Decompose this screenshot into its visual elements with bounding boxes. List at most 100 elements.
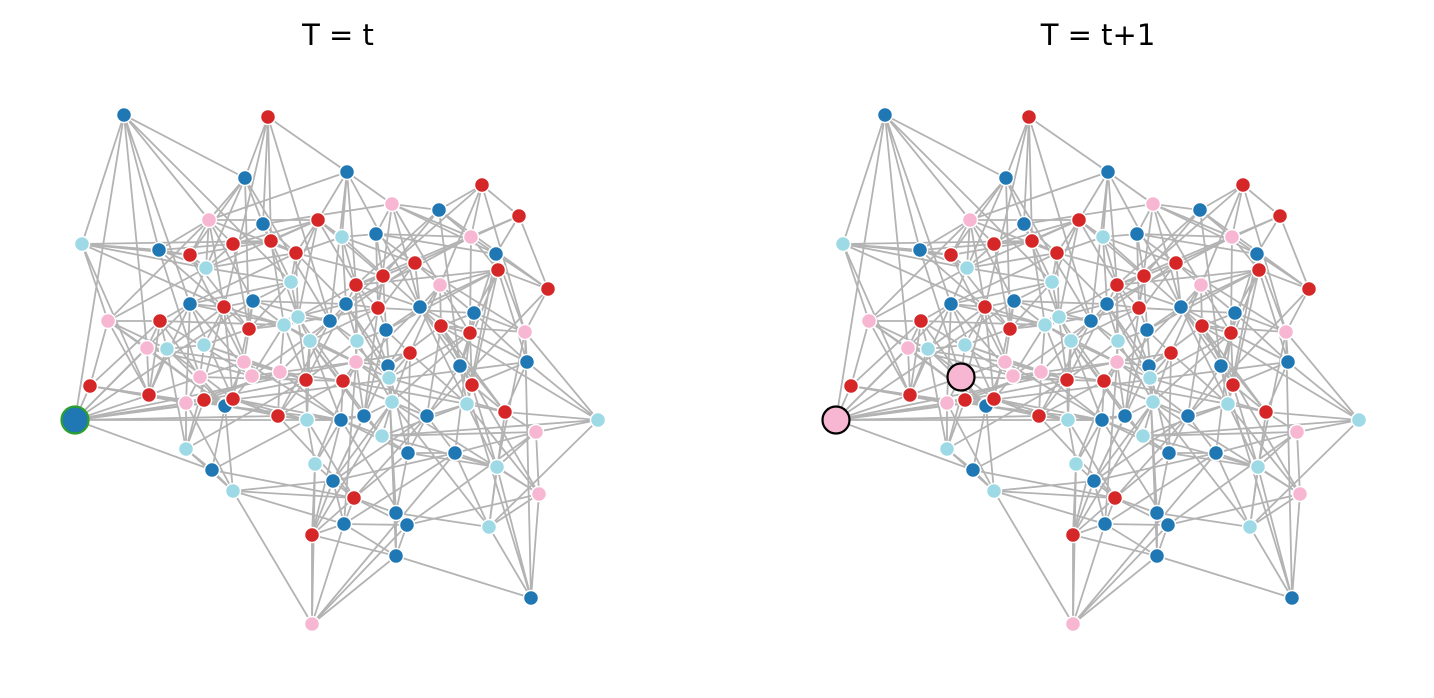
node	[240, 320, 258, 338]
edge	[382, 209, 440, 277]
node	[530, 485, 548, 503]
edge	[391, 203, 472, 238]
node	[1141, 369, 1159, 387]
edge	[1200, 284, 1232, 334]
node	[347, 353, 365, 371]
edge	[440, 325, 540, 495]
node	[919, 340, 937, 358]
edge	[1142, 431, 1298, 437]
edge	[297, 284, 357, 318]
edge	[232, 490, 355, 499]
edge	[270, 240, 285, 326]
edge	[1093, 401, 1154, 482]
edge	[993, 398, 1103, 421]
edge	[835, 300, 1015, 421]
edge	[1215, 452, 1251, 528]
edge	[993, 243, 1011, 330]
edge	[1258, 269, 1310, 290]
edge	[466, 403, 540, 495]
node	[380, 369, 398, 387]
node	[1094, 228, 1112, 246]
node	[297, 371, 315, 389]
node	[377, 321, 395, 339]
edge	[972, 469, 1116, 499]
edge	[993, 490, 1074, 625]
edge	[208, 219, 254, 302]
node	[461, 324, 479, 342]
edge	[969, 219, 986, 308]
node	[215, 298, 233, 316]
edge	[1146, 269, 1260, 331]
node	[140, 386, 158, 404]
edge	[159, 320, 285, 326]
edge	[1013, 300, 1092, 322]
edge	[1156, 512, 1251, 528]
edge	[395, 555, 532, 599]
node	[235, 353, 253, 371]
panel-title: T = t	[301, 18, 374, 52]
edge	[189, 252, 297, 305]
node	[383, 195, 401, 213]
edge	[1051, 219, 1080, 283]
node	[1106, 489, 1124, 507]
edge	[166, 306, 225, 350]
node	[1148, 547, 1166, 565]
edge	[329, 320, 390, 379]
edge	[488, 493, 540, 528]
edge	[1072, 497, 1116, 536]
node	[1085, 472, 1103, 490]
edge	[950, 303, 1046, 326]
node	[1048, 244, 1066, 262]
node	[406, 254, 424, 272]
edge	[388, 332, 471, 379]
edge	[1234, 312, 1289, 363]
edge	[251, 324, 285, 377]
edge	[535, 419, 599, 433]
edge	[305, 340, 358, 381]
node	[259, 108, 277, 126]
node	[1288, 423, 1306, 441]
edge	[1102, 236, 1108, 305]
edge	[419, 306, 468, 405]
edge	[440, 325, 526, 333]
node	[224, 482, 242, 500]
edge	[391, 332, 471, 403]
edge	[1170, 352, 1229, 405]
edge	[189, 281, 292, 305]
edge	[497, 269, 528, 363]
node	[387, 547, 405, 565]
node	[1222, 324, 1240, 342]
edge	[1072, 524, 1169, 625]
node	[334, 372, 352, 390]
node	[473, 176, 491, 194]
edge	[1187, 365, 1222, 417]
node	[262, 232, 280, 250]
node	[912, 312, 930, 330]
node	[1108, 276, 1126, 294]
edge	[406, 431, 537, 526]
edge	[1114, 415, 1189, 499]
edge	[341, 236, 357, 286]
node	[236, 169, 254, 187]
edge	[966, 252, 1058, 269]
edge	[81, 243, 109, 322]
edge	[946, 303, 952, 404]
node	[1062, 332, 1080, 350]
node	[1004, 367, 1022, 385]
edge	[211, 469, 355, 499]
edge	[1156, 452, 1170, 514]
edge	[311, 555, 397, 625]
node	[1098, 295, 1116, 313]
node	[451, 357, 469, 375]
node	[373, 427, 391, 445]
node	[956, 391, 974, 409]
node	[418, 407, 436, 425]
edge	[469, 332, 473, 386]
edge	[391, 401, 540, 495]
edge	[1257, 431, 1298, 468]
node	[527, 423, 545, 441]
node	[1234, 176, 1252, 194]
edge	[497, 269, 549, 290]
node	[1223, 228, 1241, 246]
node	[383, 393, 401, 411]
